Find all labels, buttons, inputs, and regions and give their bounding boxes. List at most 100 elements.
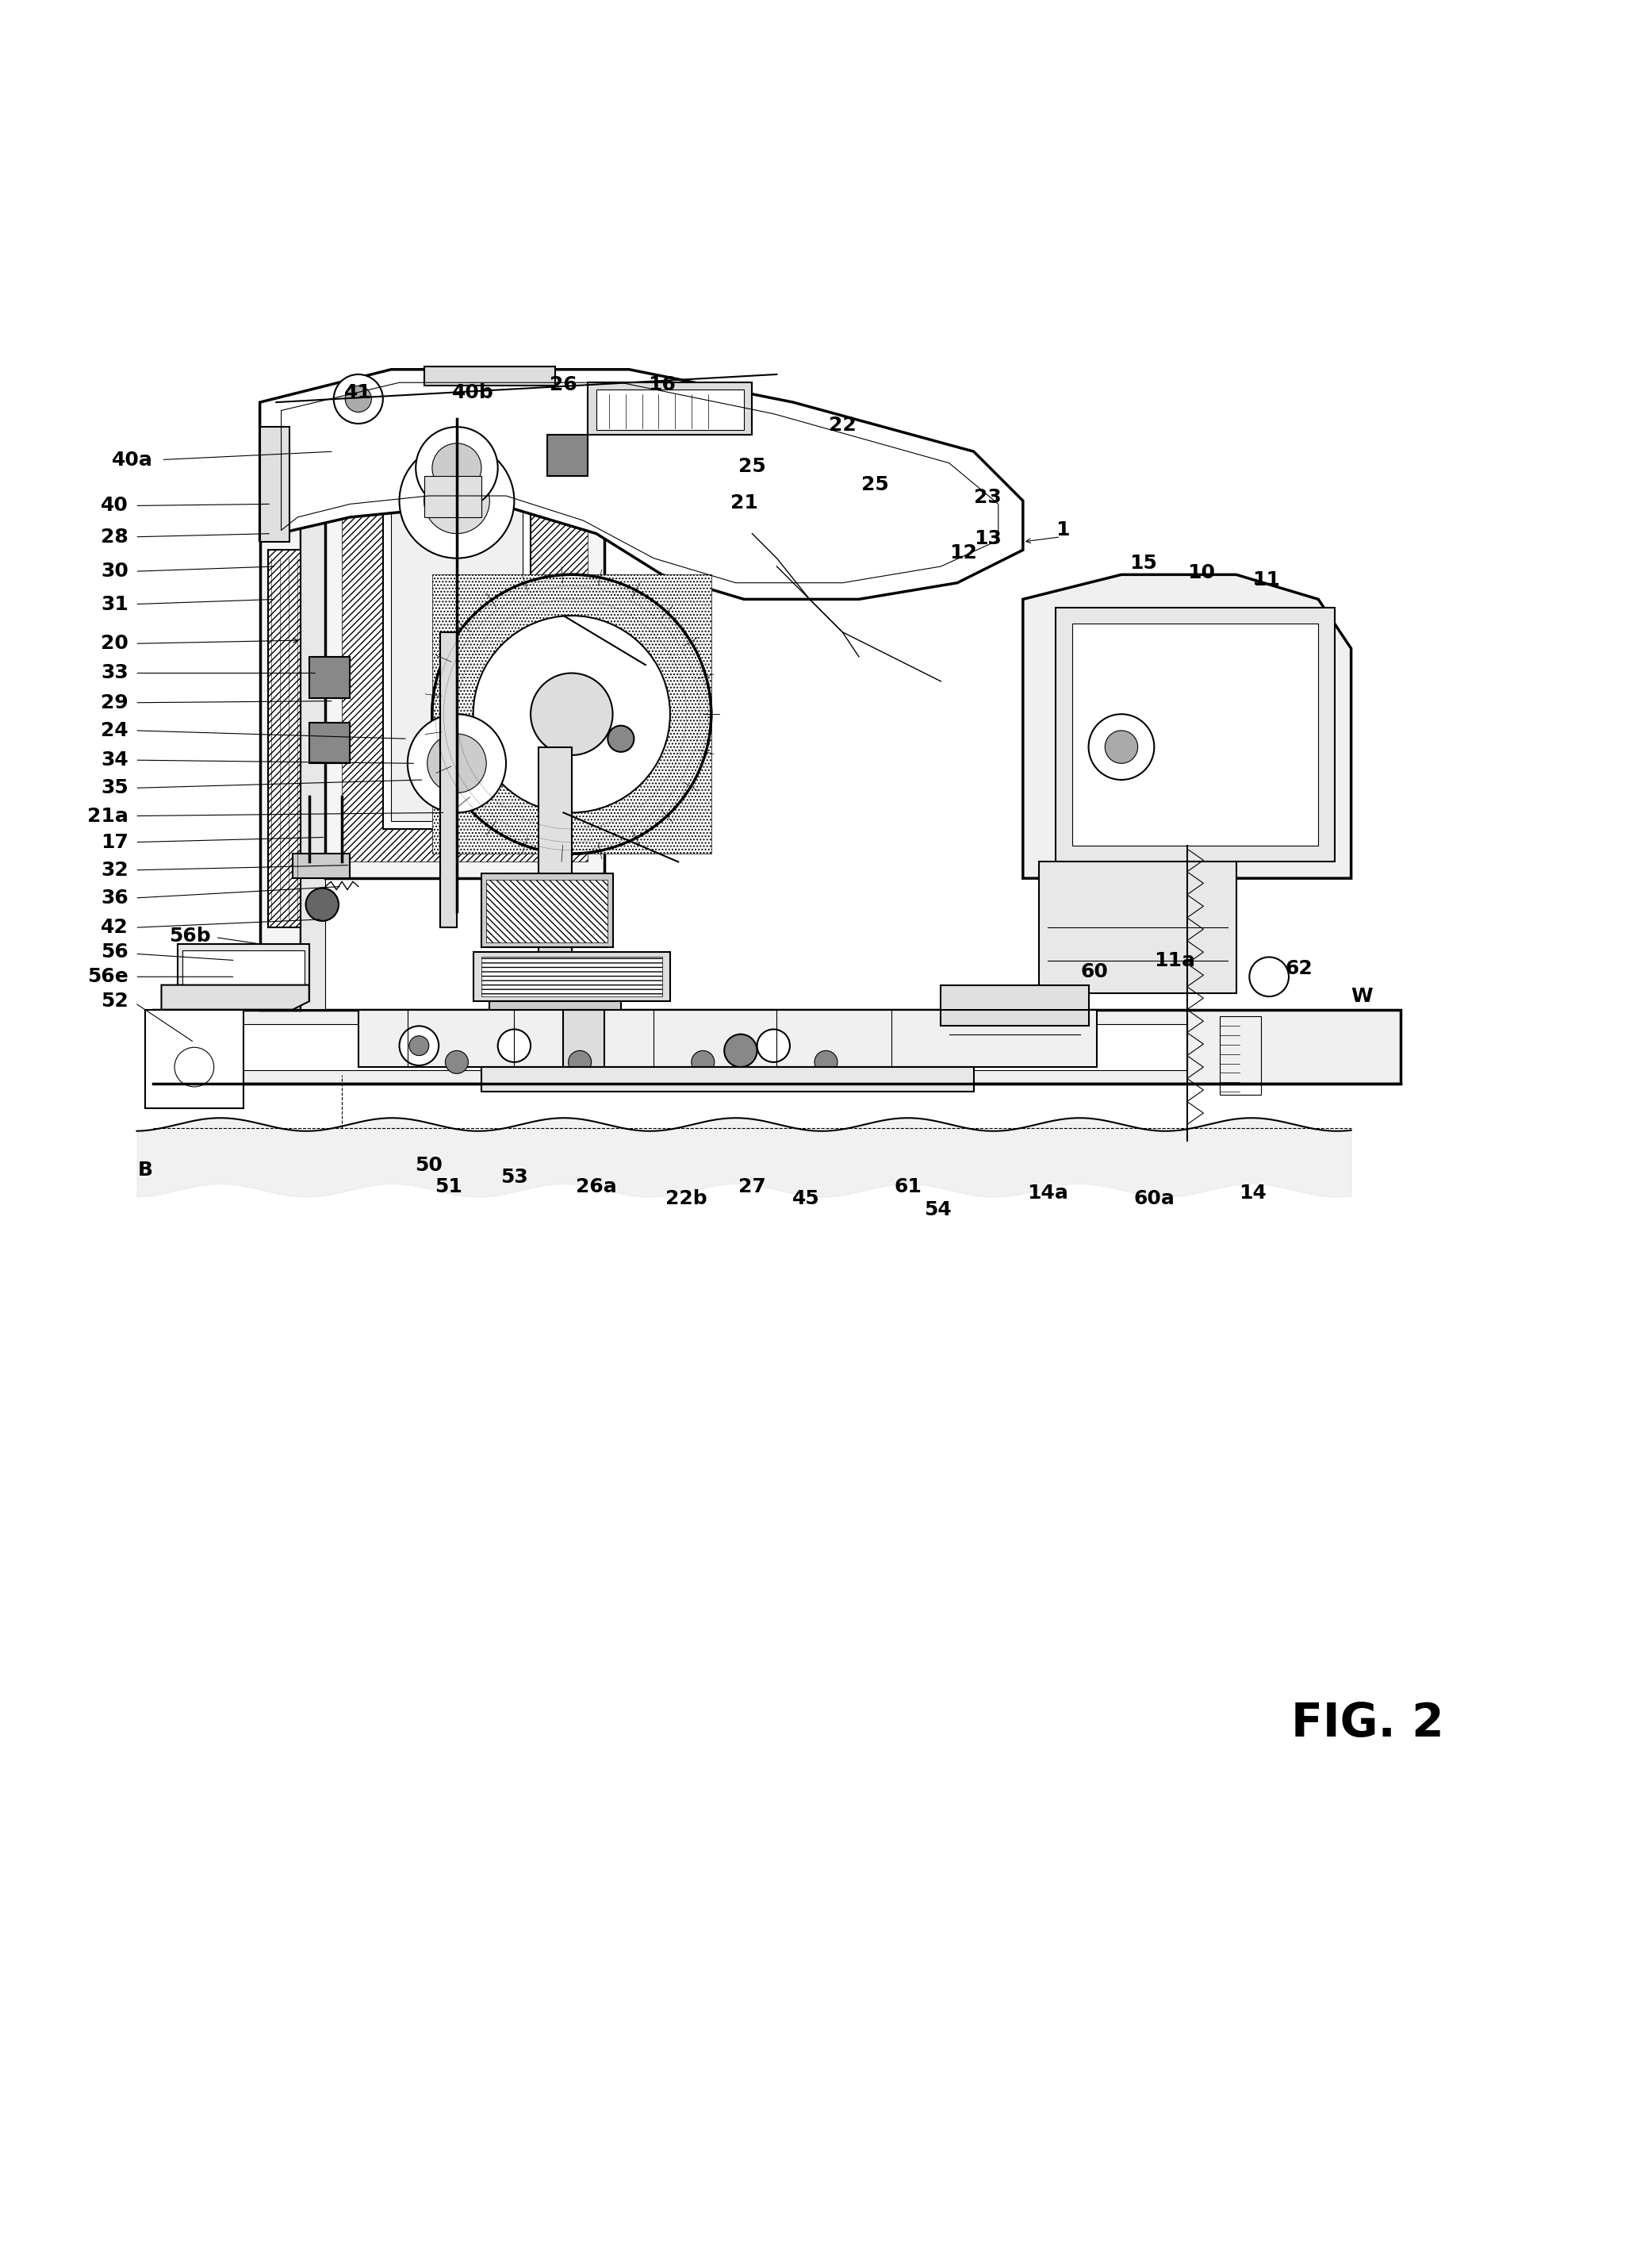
Bar — [596, 389, 743, 430]
Bar — [309, 657, 350, 697]
Bar — [481, 873, 613, 947]
Bar — [425, 477, 481, 517]
Bar — [154, 1010, 1401, 1084]
Bar — [292, 855, 350, 879]
Text: 17: 17 — [101, 832, 129, 852]
Bar — [383, 502, 530, 830]
Text: 40: 40 — [101, 497, 129, 515]
Circle shape — [408, 715, 506, 812]
Text: 12: 12 — [948, 544, 976, 562]
Circle shape — [425, 468, 489, 533]
Circle shape — [497, 1030, 530, 1062]
Bar — [486, 879, 608, 942]
Text: 33: 33 — [101, 663, 129, 684]
Text: 10: 10 — [1188, 564, 1214, 582]
Text: 31: 31 — [101, 594, 129, 614]
Circle shape — [1089, 715, 1155, 780]
Circle shape — [814, 1050, 838, 1073]
Bar — [489, 994, 621, 1035]
Text: 56e: 56e — [88, 967, 129, 987]
Bar — [1072, 623, 1318, 846]
Text: 13: 13 — [973, 529, 1001, 549]
Text: 25: 25 — [738, 457, 767, 477]
Text: 14a: 14a — [1028, 1183, 1069, 1203]
Bar — [392, 508, 522, 821]
Text: 27: 27 — [738, 1178, 767, 1196]
Text: 60a: 60a — [1133, 1190, 1175, 1208]
Text: 25: 25 — [861, 475, 889, 495]
Text: 14: 14 — [1239, 1183, 1267, 1203]
Text: 32: 32 — [101, 861, 129, 879]
Text: 45: 45 — [793, 1190, 819, 1208]
Bar — [1039, 861, 1236, 994]
Text: 22: 22 — [829, 416, 856, 434]
Bar — [342, 484, 588, 861]
Text: 42: 42 — [101, 918, 129, 938]
Bar — [183, 951, 304, 996]
Text: 22b: 22b — [666, 1190, 707, 1208]
Text: 34: 34 — [101, 751, 129, 769]
Text: 1: 1 — [1056, 522, 1069, 540]
Circle shape — [608, 726, 634, 751]
Bar — [481, 958, 662, 996]
Bar — [325, 468, 605, 879]
Bar — [539, 747, 572, 1026]
Bar — [942, 985, 1089, 1026]
Circle shape — [428, 733, 486, 794]
Text: 53: 53 — [501, 1167, 529, 1187]
Circle shape — [175, 1048, 213, 1086]
Text: 41: 41 — [345, 382, 372, 403]
Text: 29: 29 — [101, 693, 129, 713]
Text: 62: 62 — [1285, 958, 1313, 978]
Bar — [301, 418, 325, 1010]
Circle shape — [416, 427, 497, 508]
Text: 28: 28 — [101, 526, 129, 547]
Bar — [425, 367, 555, 387]
Text: B: B — [137, 1160, 152, 1181]
Circle shape — [306, 888, 339, 920]
Circle shape — [724, 1035, 757, 1066]
Polygon shape — [162, 985, 309, 1010]
Text: 16: 16 — [648, 376, 676, 394]
Circle shape — [530, 672, 613, 756]
Text: 36: 36 — [101, 888, 129, 909]
Bar — [259, 427, 289, 542]
Text: 50: 50 — [415, 1156, 443, 1174]
Circle shape — [400, 443, 514, 558]
Circle shape — [1249, 958, 1289, 996]
Text: 11a: 11a — [1155, 951, 1196, 969]
Text: 21a: 21a — [88, 807, 129, 825]
Text: 11: 11 — [1252, 569, 1280, 589]
Bar — [259, 418, 301, 1010]
Text: 40b: 40b — [453, 382, 494, 403]
Circle shape — [334, 373, 383, 423]
Text: 35: 35 — [101, 778, 129, 798]
Circle shape — [433, 443, 481, 493]
Circle shape — [410, 1037, 430, 1055]
Polygon shape — [259, 369, 1023, 598]
Circle shape — [692, 1050, 714, 1073]
Circle shape — [757, 1030, 790, 1062]
Text: 56: 56 — [101, 942, 129, 963]
Circle shape — [568, 1050, 591, 1073]
Text: 15: 15 — [1130, 553, 1158, 573]
Text: W: W — [1351, 987, 1373, 1005]
Bar — [203, 1023, 1188, 1071]
Bar — [481, 1066, 973, 1091]
Bar — [1219, 1017, 1260, 1095]
Bar — [309, 722, 350, 762]
Text: 56b: 56b — [169, 927, 211, 945]
Circle shape — [472, 616, 671, 812]
Bar — [178, 945, 309, 1001]
Text: 24: 24 — [101, 722, 129, 740]
Text: 61: 61 — [894, 1178, 922, 1196]
Circle shape — [345, 387, 372, 412]
Circle shape — [446, 1050, 468, 1073]
Circle shape — [472, 616, 671, 812]
Text: 51: 51 — [434, 1178, 463, 1196]
Text: 20: 20 — [101, 634, 129, 652]
Bar — [588, 382, 752, 434]
Circle shape — [1105, 731, 1138, 762]
Bar — [563, 1010, 605, 1066]
Bar — [1056, 607, 1335, 861]
